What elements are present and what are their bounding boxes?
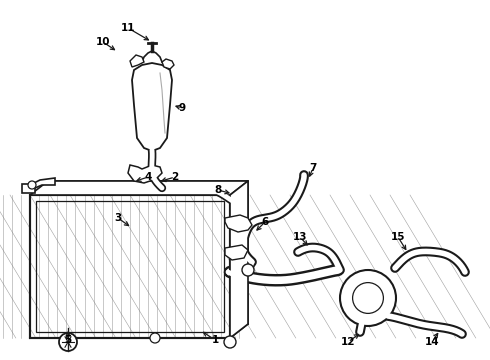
Text: 6: 6 [261, 217, 269, 227]
Text: 15: 15 [391, 232, 405, 242]
Circle shape [242, 264, 254, 276]
Polygon shape [30, 195, 230, 338]
Polygon shape [130, 55, 144, 67]
Polygon shape [30, 181, 248, 195]
Text: 2: 2 [172, 172, 179, 182]
Text: 3: 3 [114, 213, 122, 223]
Text: 5: 5 [64, 335, 72, 345]
Circle shape [353, 283, 383, 314]
Polygon shape [128, 165, 162, 183]
Polygon shape [225, 245, 248, 260]
Polygon shape [230, 181, 248, 338]
Text: 7: 7 [309, 163, 317, 173]
Text: 14: 14 [425, 337, 440, 347]
Polygon shape [162, 59, 174, 69]
Polygon shape [22, 178, 55, 193]
Circle shape [340, 270, 396, 326]
Circle shape [224, 336, 236, 348]
Circle shape [59, 333, 77, 351]
Polygon shape [225, 215, 252, 232]
Text: 4: 4 [145, 172, 152, 182]
Text: 8: 8 [215, 185, 221, 195]
Circle shape [28, 181, 36, 189]
Circle shape [150, 333, 160, 343]
Text: 12: 12 [341, 337, 355, 347]
Text: 10: 10 [96, 37, 110, 47]
Text: 11: 11 [121, 23, 135, 33]
Text: 1: 1 [211, 335, 219, 345]
Polygon shape [132, 63, 172, 151]
Text: 9: 9 [178, 103, 186, 113]
Text: 13: 13 [293, 232, 307, 242]
